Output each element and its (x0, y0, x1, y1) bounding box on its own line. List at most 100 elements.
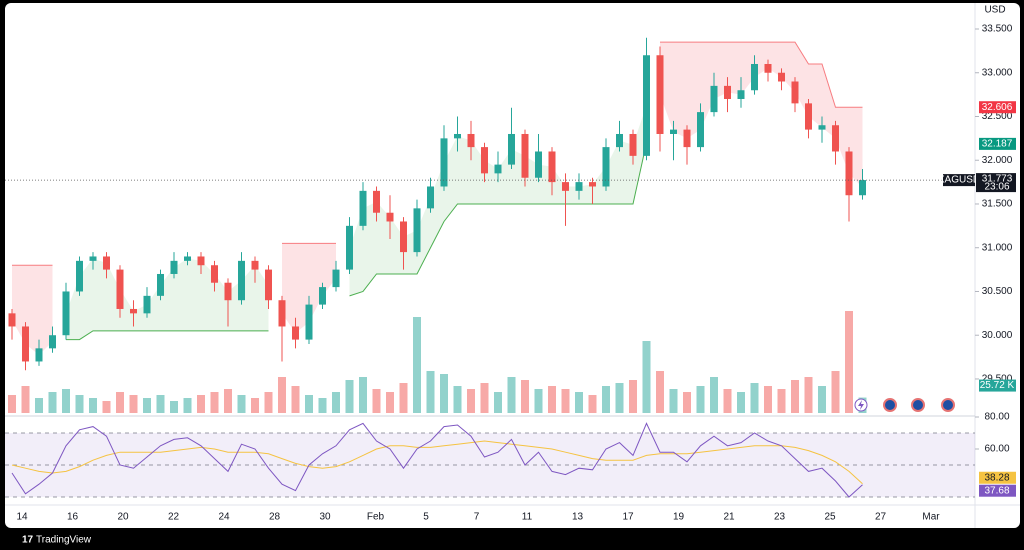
volume-bar (372, 389, 381, 413)
candle-body (76, 260, 83, 292)
supertrend-line (660, 41, 863, 108)
x-tick-label: 17 (622, 512, 634, 523)
candle-body (535, 151, 542, 178)
candle-body (305, 304, 313, 340)
candle-body (116, 269, 124, 309)
volume-bar (467, 389, 475, 413)
volume-bar (102, 401, 111, 413)
volume-bar (21, 386, 30, 413)
x-tick-label: 21 (723, 512, 735, 523)
volume-bar (534, 389, 543, 413)
y-tick-label: 29.500 (982, 374, 1013, 385)
volume-bar (75, 395, 84, 413)
volume-bar (777, 389, 786, 413)
volume-bar (89, 398, 97, 413)
volume-bar (291, 386, 300, 413)
candle-body (481, 147, 488, 174)
x-tick-label: 24 (218, 512, 230, 523)
candle-body (400, 221, 407, 253)
volume-bar (440, 374, 448, 413)
currency: USD (984, 5, 1005, 16)
candle-body (818, 125, 826, 130)
candle-body (49, 335, 56, 349)
volume-bar (683, 392, 691, 413)
candle-body (602, 147, 610, 187)
symbol-tag (943, 174, 975, 187)
candle-body (22, 326, 29, 362)
candle-body (89, 256, 97, 261)
volume-bar (642, 341, 651, 413)
volume-bar (480, 383, 489, 413)
candle-body (454, 133, 461, 139)
last-price-label: 31.773 (982, 174, 1013, 185)
volume-bar (831, 371, 840, 413)
candle-body (265, 269, 272, 301)
symbol-label: XAGUSD (938, 175, 980, 186)
volume-bar (183, 398, 192, 413)
volume-bar (696, 386, 705, 413)
candle-body (697, 112, 704, 148)
volume-bar (818, 386, 826, 413)
us-flag-icon (941, 398, 955, 412)
candle-body (791, 81, 799, 104)
x-tick-label: 27 (875, 512, 887, 523)
logo-mark: 17 (22, 535, 34, 546)
volume-bar (710, 377, 718, 413)
us-flag-icon (911, 398, 925, 412)
y-tick-label: 32.000 (982, 155, 1013, 166)
y-tick-label: 33.500 (982, 24, 1013, 35)
candle-body (589, 182, 596, 187)
marker-label: 32.187 (982, 139, 1013, 150)
rsi-ma-line (11, 440, 863, 485)
volume-label: 25.72 K (980, 380, 1015, 391)
trend-fill (349, 105, 647, 296)
supertrend-line (66, 330, 269, 341)
x-tick-label: 5 (423, 512, 429, 523)
volume-bar (521, 380, 529, 413)
lightning-glyph (858, 400, 864, 410)
candle-body (278, 300, 286, 327)
candle-body (359, 190, 367, 226)
rsi-tag (979, 484, 1016, 497)
candle-body (413, 208, 421, 253)
marker-tag (979, 137, 1016, 150)
volume-bar (237, 395, 246, 413)
volume-bar (116, 392, 124, 413)
y-tick-label: 33.000 (982, 67, 1013, 78)
x-tick-label: 23 (774, 512, 786, 523)
volume-bar (413, 317, 421, 413)
volume-bar (575, 392, 583, 413)
candle-body (683, 129, 691, 148)
y-tick-label: 31.000 (982, 242, 1013, 253)
volume-bar (629, 380, 637, 413)
last-price-tag (976, 173, 1016, 193)
x-tick-label: 20 (117, 512, 129, 523)
volume-bar (548, 386, 556, 413)
candle-body (710, 85, 718, 113)
y-tick-label: 30.000 (982, 330, 1013, 341)
rsi-line (11, 422, 863, 498)
y-tick-label: 30.500 (982, 286, 1013, 297)
candle-body (508, 133, 515, 165)
volume-bar (656, 371, 664, 413)
volume-bar (345, 380, 354, 413)
volume-bar (305, 395, 313, 413)
candle-body (656, 55, 664, 134)
volume-bar (278, 377, 286, 413)
candle-body (670, 129, 677, 134)
candle-body (494, 164, 502, 174)
y-tick-label: 31.500 (982, 199, 1013, 210)
x-tick-label: Feb (367, 512, 385, 523)
rsi-tick-label: 80.00 (984, 412, 1009, 423)
candle-body (386, 212, 394, 222)
y-tick-label: 32.500 (982, 111, 1013, 122)
volume-bar (791, 380, 799, 413)
candle-body (548, 151, 556, 183)
candle-body (751, 63, 758, 91)
volume-bar (129, 395, 138, 413)
x-tick-label: 11 (522, 512, 533, 523)
candle-body (562, 182, 569, 191)
countdown: 23:06 (984, 182, 1009, 193)
candle-body (845, 151, 853, 196)
